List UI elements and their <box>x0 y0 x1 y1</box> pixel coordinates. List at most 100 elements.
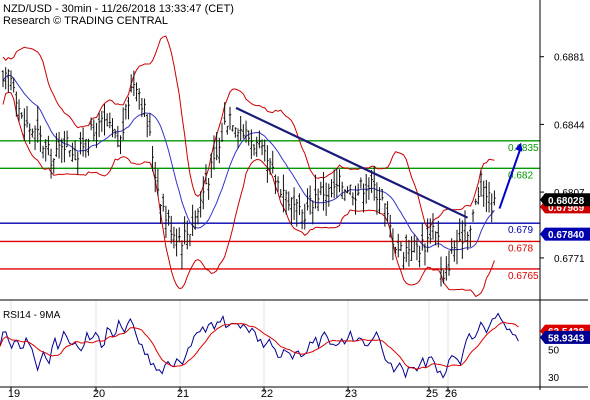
candle <box>20 112 23 119</box>
candle <box>185 220 189 250</box>
candle <box>284 189 288 215</box>
candle <box>311 200 315 225</box>
time-tick-label: 22 <box>261 388 273 400</box>
candle <box>343 188 347 201</box>
time-tick-label: 20 <box>93 388 105 400</box>
candle <box>423 243 427 266</box>
candle <box>266 145 269 183</box>
candle <box>108 112 112 129</box>
candle <box>308 185 312 215</box>
candle <box>458 218 461 242</box>
candle <box>420 223 424 251</box>
level-label: 0.682 <box>508 170 533 181</box>
candle <box>234 127 237 138</box>
candle <box>23 108 26 141</box>
candle <box>450 238 453 254</box>
candle <box>159 204 162 225</box>
last-price-tag: 0.68028 <box>540 193 590 207</box>
level-label: 0.6765 <box>508 271 539 282</box>
price-tag-3: 0.67840 <box>540 227 590 241</box>
candle <box>258 130 261 149</box>
time-tick-label: 23 <box>345 388 357 400</box>
candle <box>236 128 240 149</box>
candle <box>412 234 416 253</box>
candle <box>434 231 437 246</box>
chart-attribution: Research © TRADING CENTRAL <box>3 15 168 27</box>
candle <box>394 246 397 254</box>
last-price-tag-pointer <box>540 193 545 207</box>
rsi-value-tag-pointer <box>540 330 545 344</box>
candle <box>378 187 381 214</box>
candle <box>4 67 7 90</box>
candle <box>364 173 368 204</box>
candle <box>356 183 360 196</box>
candle <box>287 191 291 211</box>
candle <box>247 130 250 146</box>
candle <box>282 174 285 213</box>
bollinger-bands <box>2 35 495 298</box>
candle <box>274 174 277 195</box>
candle <box>250 129 253 160</box>
candle <box>7 69 10 93</box>
candle <box>231 125 234 132</box>
candle <box>44 138 48 162</box>
candle <box>79 131 82 155</box>
candle <box>156 168 160 196</box>
candle <box>362 183 365 213</box>
candle <box>153 161 157 193</box>
upper-band <box>2 35 495 229</box>
candle <box>57 131 61 159</box>
candle <box>404 234 408 263</box>
candle <box>477 187 480 205</box>
candle <box>84 139 88 158</box>
candle <box>447 250 451 276</box>
candle <box>175 228 178 257</box>
candle <box>25 105 29 128</box>
candle <box>346 186 349 194</box>
candle <box>52 158 56 174</box>
candle <box>132 70 136 96</box>
candle <box>143 98 146 117</box>
candle <box>367 177 371 200</box>
main-gridlines <box>10 300 449 387</box>
candle <box>119 135 122 155</box>
candle <box>396 233 400 258</box>
rsi-panel: RSI14 - 9MA503063.543858.9343 <box>0 310 590 384</box>
projection-arrow-shaft <box>498 146 523 209</box>
rsi-title: RSI14 - 9MA <box>3 310 61 321</box>
candle <box>9 70 13 91</box>
candle <box>228 106 232 130</box>
candle <box>129 74 133 93</box>
rsi-value-tag-box <box>545 330 590 344</box>
chart-title: NZD/USD - 30min - 11/26/2018 13:33:47 (C… <box>3 3 234 15</box>
candle <box>218 137 221 164</box>
rsi-tick-label: 30 <box>548 373 560 384</box>
candle <box>177 227 181 243</box>
candle <box>493 190 496 206</box>
rsi-tick-label: 50 <box>548 346 560 357</box>
candle <box>71 142 74 162</box>
level-label: 0.6835 <box>508 143 539 154</box>
candle <box>399 241 403 252</box>
candle <box>375 182 379 215</box>
candle <box>298 193 301 216</box>
candle <box>322 171 325 211</box>
trendline-group <box>235 106 469 219</box>
candle <box>113 128 117 139</box>
candle <box>151 146 154 172</box>
candle <box>461 220 464 259</box>
candle <box>383 203 387 227</box>
candle <box>324 182 328 216</box>
candle <box>148 113 152 136</box>
candle <box>490 193 494 223</box>
candle <box>455 229 459 265</box>
candle <box>239 115 242 141</box>
chart-frame <box>0 0 588 390</box>
candle <box>87 138 90 156</box>
candle <box>169 215 173 244</box>
price-tag-3-text: 0.67840 <box>548 230 585 241</box>
time-tick-label: 19 <box>8 388 20 400</box>
candle <box>437 220 440 248</box>
candle <box>292 187 296 221</box>
candle <box>223 102 226 125</box>
